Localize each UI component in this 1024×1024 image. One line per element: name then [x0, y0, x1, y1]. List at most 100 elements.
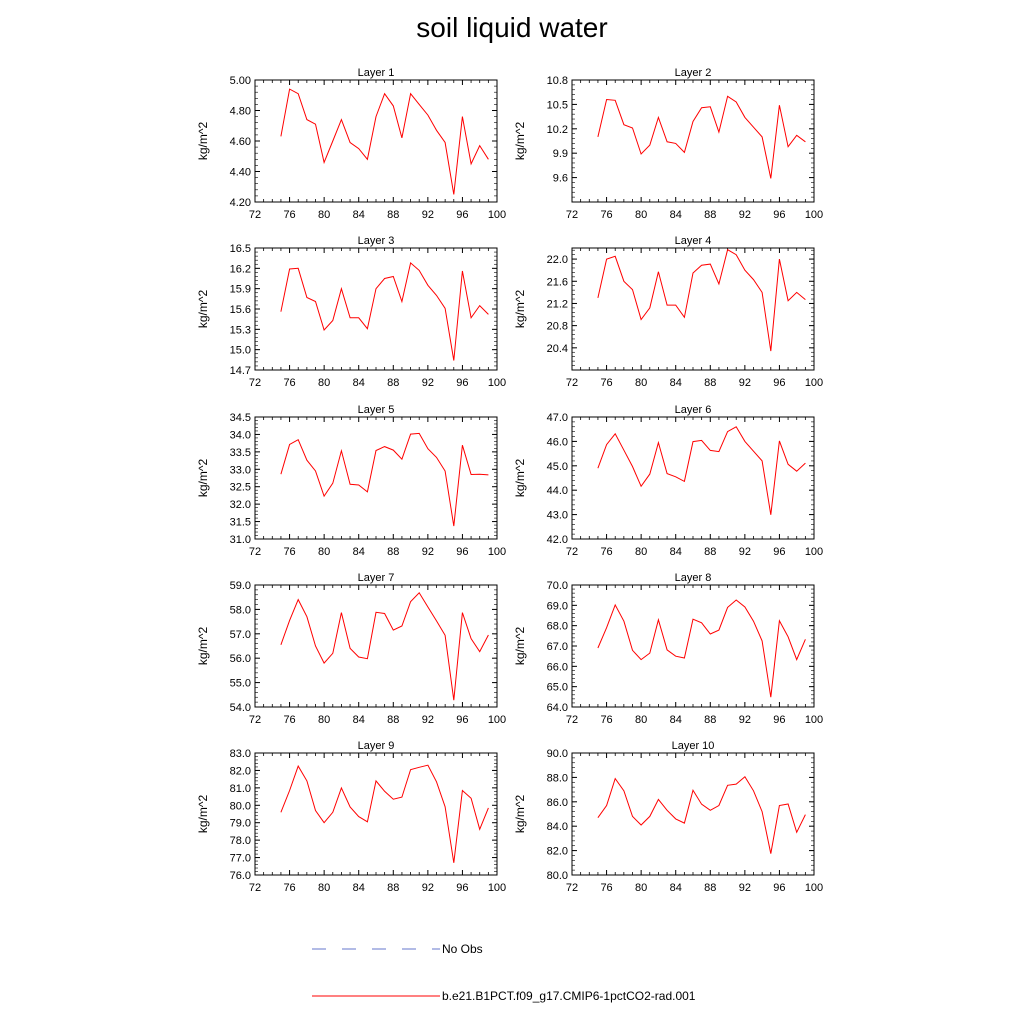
x-tick-label: 88: [387, 546, 399, 558]
y-tick-label: 34.0: [230, 429, 251, 441]
y-axis-label: kg/m^2: [513, 795, 527, 834]
y-axis-label: kg/m^2: [196, 290, 210, 329]
x-tick-label: 84: [670, 714, 682, 726]
y-tick-label: 65.0: [547, 682, 568, 694]
series-line: [280, 261, 489, 361]
x-tick-label: 100: [805, 209, 823, 221]
series-line: [597, 599, 806, 698]
y-tick-label: 34.5: [230, 412, 251, 424]
x-tick-label: 72: [566, 714, 578, 726]
panel-title: Layer 4: [675, 235, 712, 247]
y-tick-label: 79.0: [230, 818, 251, 830]
y-tick-label: 80.0: [230, 800, 251, 812]
y-tick-label: 21.6: [547, 276, 568, 288]
x-tick-label: 72: [249, 714, 261, 726]
y-tick-label: 44.0: [547, 485, 568, 497]
series-line: [597, 426, 806, 515]
x-tick-label: 96: [456, 546, 468, 558]
panel-layer-5: Layer 5 72 76 80 84 88 92 96 100 31.0 31.5 32.0 32.5…: [196, 404, 506, 558]
x-tick-label: 76: [600, 546, 612, 558]
x-tick-label: 84: [353, 209, 365, 221]
x-tick-label: 88: [387, 714, 399, 726]
x-tick-label: 84: [670, 377, 682, 389]
x-tick-label: 72: [566, 546, 578, 558]
y-axis-label: kg/m^2: [513, 290, 527, 329]
y-tick-label: 5.00: [230, 75, 251, 87]
y-tick-label: 4.20: [230, 197, 251, 209]
panel-layer-4: Layer 4 72 76 80 84 88 92 96 100 20.4 20.8 21.2 21.6…: [513, 235, 823, 389]
panel-frame: [254, 416, 498, 540]
y-tick-label: 80.0: [547, 870, 568, 882]
x-tick-label: 80: [635, 377, 647, 389]
x-tick-label: 96: [773, 209, 785, 221]
x-tick-label: 100: [805, 714, 823, 726]
x-tick-label: 96: [456, 209, 468, 221]
x-tick-label: 92: [739, 714, 751, 726]
x-tick-label: 88: [387, 377, 399, 389]
x-tick-label: 80: [318, 377, 330, 389]
x-tick-label: 88: [704, 882, 716, 894]
y-tick-label: 82.0: [230, 765, 251, 777]
panel-frame: [254, 584, 498, 708]
series-line: [280, 432, 489, 527]
panel-title: Layer 3: [358, 235, 395, 247]
x-tick-label: 80: [635, 714, 647, 726]
x-tick-label: 80: [318, 714, 330, 726]
y-tick-label: 21.2: [547, 298, 568, 310]
series-line: [280, 591, 489, 701]
y-tick-label: 66.0: [547, 661, 568, 673]
x-tick-label: 84: [353, 882, 365, 894]
x-tick-label: 92: [422, 546, 434, 558]
y-tick-label: 42.0: [547, 534, 568, 546]
panel-frame: [571, 416, 815, 540]
x-tick-label: 76: [283, 209, 295, 221]
y-axis-label: kg/m^2: [196, 627, 210, 666]
x-tick-label: 72: [249, 546, 261, 558]
y-tick-label: 31.5: [230, 517, 251, 529]
series-line: [280, 88, 489, 195]
y-tick-label: 58.0: [230, 604, 251, 616]
x-tick-label: 92: [739, 377, 751, 389]
y-tick-label: 82.0: [547, 846, 568, 858]
panel-layer-2: Layer 2 72 76 80 84 88 92 96 100 9.6 9.9 10.2 10.5 10…: [513, 67, 823, 221]
y-tick-label: 90.0: [547, 748, 568, 760]
panel-frame: [571, 584, 815, 708]
x-tick-label: 100: [488, 546, 506, 558]
x-tick-label: 72: [249, 377, 261, 389]
y-tick-label: 15.6: [230, 304, 251, 316]
x-tick-label: 96: [456, 882, 468, 894]
panel-frame: [254, 752, 498, 876]
x-tick-label: 76: [600, 882, 612, 894]
x-tick-label: 92: [739, 882, 751, 894]
panel-title: Layer 1: [358, 67, 395, 79]
panel-layer-10: Layer 10 72 76 80 84 88 92 96 100 80.0 82.0 84.0 86.…: [513, 740, 823, 894]
x-tick-label: 100: [488, 882, 506, 894]
y-axis-label: kg/m^2: [513, 122, 527, 161]
x-tick-label: 88: [387, 209, 399, 221]
y-tick-label: 68.0: [547, 621, 568, 633]
y-tick-label: 81.0: [230, 783, 251, 795]
y-tick-label: 57.0: [230, 629, 251, 641]
x-tick-label: 72: [249, 882, 261, 894]
y-axis-label: kg/m^2: [513, 459, 527, 498]
x-tick-label: 76: [283, 882, 295, 894]
x-tick-label: 92: [422, 882, 434, 894]
x-tick-label: 72: [249, 209, 261, 221]
x-tick-label: 92: [739, 209, 751, 221]
x-tick-label: 88: [704, 377, 716, 389]
x-tick-label: 88: [704, 209, 716, 221]
x-tick-label: 96: [773, 377, 785, 389]
panel-title: Layer 2: [675, 67, 712, 79]
x-tick-label: 92: [422, 714, 434, 726]
x-tick-label: 76: [283, 714, 295, 726]
x-tick-label: 88: [387, 882, 399, 894]
panel-layer-3: Layer 3 72 76 80 84 88 92 96 100 14.7 15.0 15.3 15.6…: [196, 235, 506, 389]
x-tick-label: 84: [353, 546, 365, 558]
x-tick-label: 80: [635, 209, 647, 221]
x-tick-label: 100: [805, 882, 823, 894]
panel-title: Layer 9: [358, 740, 395, 752]
y-tick-label: 14.7: [230, 365, 251, 377]
y-tick-label: 83.0: [230, 748, 251, 760]
x-tick-label: 84: [353, 377, 365, 389]
y-tick-label: 4.80: [230, 106, 251, 118]
